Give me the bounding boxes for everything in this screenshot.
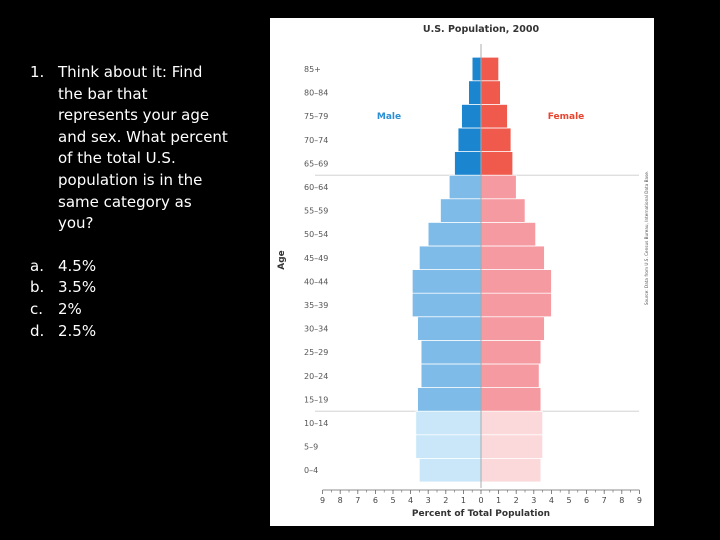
male-bar-30–34 (417, 316, 482, 341)
female-bar-40–44 (480, 269, 552, 294)
male-bar-20–24 (420, 363, 482, 388)
male-bar-70–74 (457, 127, 482, 152)
population-pyramid-chart: U.S. Population, 2000 0–4 5–9 10–14 15–19 20–… (277, 24, 649, 519)
female-bar-5–9 (480, 434, 543, 459)
age-tick-label: 45–49 (304, 254, 328, 263)
x-tick-label: 7 (602, 496, 607, 505)
population-pyramid-panel: U.S. Population, 2000 0–4 5–9 10–14 15–19 20–… (270, 18, 654, 526)
female-bar-0–4 (480, 458, 542, 483)
x-tick-label: 7 (355, 496, 360, 505)
question-number: 1. (30, 63, 45, 81)
male-bar-75–79 (461, 104, 482, 129)
answer-option-b: b. 3.5% (30, 277, 230, 299)
age-tick-label: 20–24 (304, 372, 328, 381)
x-tick-label: 8 (619, 496, 624, 505)
age-tick-label: 5–9 (304, 443, 318, 452)
x-tick-label: 4 (408, 496, 413, 505)
female-bar-60–64 (480, 175, 517, 200)
answer-option-c: c. 2% (30, 299, 230, 321)
x-axis-label: Percent of Total Population (412, 509, 550, 519)
age-tick-label: 30–34 (304, 325, 328, 334)
female-bar-55–59 (480, 198, 526, 223)
female-bar-70–74 (480, 127, 512, 152)
option-letter: d. (30, 321, 45, 340)
male-bar-10–14 (415, 410, 482, 435)
x-tick-label: 9 (320, 496, 325, 505)
x-tick-label: 5 (566, 496, 571, 505)
y-axis-label: Age (277, 250, 287, 270)
age-tick-label: 15–19 (304, 395, 328, 404)
age-tick-label: 70–74 (304, 136, 328, 145)
x-tick-label: 2 (443, 496, 448, 505)
age-tick-label: 85+ (304, 65, 321, 74)
male-bar-65–69 (454, 151, 482, 176)
male-bar-25–29 (420, 340, 482, 365)
question-row: 1. Think about it: Find the bar that rep… (30, 62, 230, 235)
x-tick-label: 6 (373, 496, 378, 505)
male-bar-85+ (471, 56, 482, 81)
chart-title: U.S. Population, 2000 (423, 24, 540, 35)
male-bar-45–49 (419, 245, 482, 270)
option-letter: a. (30, 256, 44, 275)
x-tick-label: 0 (478, 496, 483, 505)
x-tick-label: 1 (496, 496, 501, 505)
answer-option-d: d. 2.5% (30, 321, 230, 343)
female-bar-30–34 (480, 316, 545, 341)
age-tick-label: 65–69 (304, 159, 328, 168)
female-bar-35–39 (480, 292, 552, 317)
age-tick-label: 10–14 (304, 419, 328, 428)
option-text: 2% (58, 299, 82, 318)
age-tick-label: 0–4 (304, 466, 318, 475)
answer-options: a. 4.5% b. 3.5% c. 2% d. 2.5% (30, 256, 230, 342)
answer-option-a: a. 4.5% (30, 256, 230, 278)
question-text: Think about it: Find the bar that repres… (58, 63, 228, 233)
age-tick-label: 55–59 (304, 207, 328, 216)
male-bar-0–4 (419, 458, 482, 483)
option-text: 3.5% (58, 278, 97, 297)
legend-female: Female (548, 112, 585, 122)
female-bar-15–19 (480, 387, 542, 412)
x-tick-label: 9 (637, 496, 642, 505)
age-tick-label: 60–64 (304, 183, 328, 192)
male-bar-5–9 (415, 434, 482, 459)
age-tick-label: 35–39 (304, 301, 328, 310)
age-tick-label: 75–79 (304, 112, 328, 121)
legend-male: Male (377, 112, 401, 122)
female-bar-80–84 (480, 80, 501, 105)
age-tick-label: 50–54 (304, 230, 328, 239)
x-tick-label: 3 (426, 496, 431, 505)
female-bar-20–24 (480, 363, 540, 388)
age-tick-label: 25–29 (304, 348, 328, 357)
female-bar-75–79 (480, 104, 508, 129)
source-note: Source: Data from U.S. Census Bureau, In… (644, 171, 649, 305)
x-tick-label: 4 (549, 496, 554, 505)
male-bar-55–59 (440, 198, 482, 223)
female-bar-45–49 (480, 245, 545, 270)
male-bar-80–84 (468, 80, 482, 105)
female-bar-25–29 (480, 340, 542, 365)
female-bar-50–54 (480, 222, 536, 247)
option-letter: c. (30, 299, 44, 318)
x-tick-label: 5 (390, 496, 395, 505)
male-bar-40–44 (412, 269, 482, 294)
male-bar-15–19 (417, 387, 482, 412)
x-tick-label: 2 (514, 496, 519, 505)
x-tick-label: 8 (338, 496, 343, 505)
age-tick-label: 40–44 (304, 277, 328, 286)
female-bar-10–14 (480, 410, 543, 435)
male-bar-35–39 (412, 292, 482, 317)
option-letter: b. (30, 278, 45, 297)
x-tick-label: 6 (584, 496, 589, 505)
male-bar-60–64 (449, 175, 482, 200)
x-tick-label: 1 (461, 496, 466, 505)
x-tick-label: 3 (531, 496, 536, 505)
female-bar-65–69 (480, 151, 513, 176)
male-bar-50–54 (427, 222, 482, 247)
age-tick-label: 80–84 (304, 89, 328, 98)
option-text: 2.5% (58, 321, 97, 340)
female-bar-85+ (480, 56, 499, 81)
option-text: 4.5% (58, 256, 97, 275)
question-block: 1. Think about it: Find the bar that rep… (30, 62, 230, 342)
